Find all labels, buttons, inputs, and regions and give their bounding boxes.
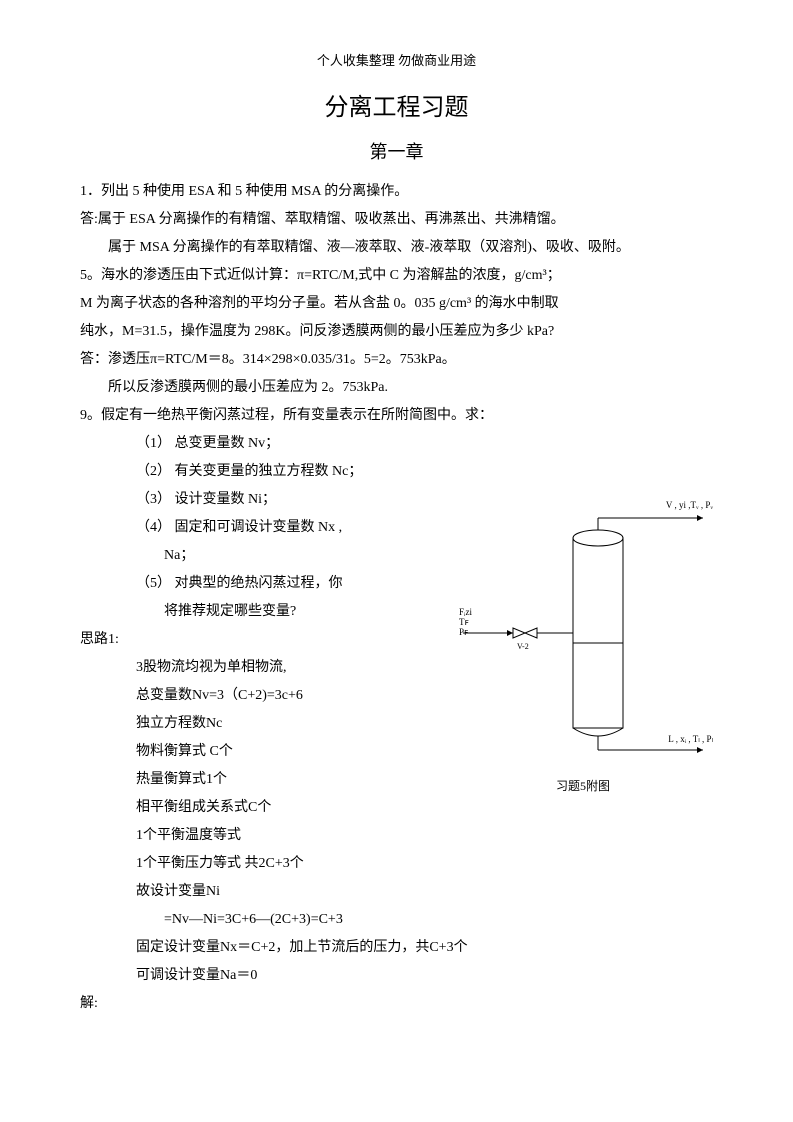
q9-item-5b: 将推荐规定哪些变量? bbox=[80, 598, 420, 626]
q9-item-3: （3） 设计变量数 Ni； bbox=[80, 486, 420, 514]
label-liquid: L , xᵢ , Tₗ , Pₗ bbox=[668, 734, 713, 745]
s1-l7: 1个平衡温度等式 bbox=[80, 822, 713, 850]
header-note: 个人收集整理 勿做商业用途 bbox=[80, 50, 713, 69]
flash-diagram: V , yi ,Tᵥ , Pᵥ L , xᵢ , Tₗ , Pₗ Fᵢzi Tꜰ… bbox=[453, 498, 713, 798]
q1-question: 1．列出 5 种使用 ESA 和 5 种使用 MSA 的分离操作。 bbox=[80, 178, 713, 206]
q5-answer-2: 所以反渗透膜两侧的最小压差应为 2。753kPa. bbox=[80, 374, 713, 402]
q9-item-4b: Na； bbox=[80, 542, 420, 570]
s1-l10: =Nv—Ni=3C+6—(2C+3)=C+3 bbox=[80, 906, 713, 934]
label-feed: Fᵢzi Tꜰ Pꜰ bbox=[459, 608, 472, 638]
label-feed-3: Pꜰ bbox=[459, 628, 472, 638]
page-title: 分离工程习题 bbox=[80, 87, 713, 122]
s1-l6: 相平衡组成关系式C个 bbox=[80, 794, 713, 822]
s1-l9: 故设计变量Ni bbox=[80, 878, 713, 906]
q9-question: 9。假定有一绝热平衡闪蒸过程，所有变量表示在所附简图中。求： bbox=[80, 402, 713, 430]
q1-answer-1: 答:属于 ESA 分离操作的有精馏、萃取精馏、吸收蒸出、再沸蒸出、共沸精馏。 bbox=[80, 206, 713, 234]
q9-item-2: （2） 有关变更量的独立方程数 Nc； bbox=[80, 458, 420, 486]
q9-item-1: （1） 总变更量数 Nv； bbox=[80, 430, 420, 458]
solution-label: 解: bbox=[80, 990, 713, 1018]
s1-l12: 可调设计变量Na＝0 bbox=[80, 962, 713, 990]
q5-line-2: M 为离子状态的各种溶剂的平均分子量。若从含盐 0。035 g/cm³ 的海水中… bbox=[80, 290, 713, 318]
label-valve: V-2 bbox=[517, 642, 529, 651]
label-vapor: V , yi ,Tᵥ , Pᵥ bbox=[666, 500, 713, 510]
chapter-title: 第一章 bbox=[80, 138, 713, 164]
q5-line-1: 5。海水的渗透压由下式近似计算：π=RTC/M,式中 C 为溶解盐的浓度，g/c… bbox=[80, 262, 713, 290]
q1-answer-2: 属于 MSA 分离操作的有萃取精馏、液—液萃取、液-液萃取（双溶剂)、吸收、吸附… bbox=[80, 234, 713, 262]
s1-l8: 1个平衡压力等式 共2C+3个 bbox=[80, 850, 713, 878]
q9-item-4: （4） 固定和可调设计变量数 Nx , bbox=[80, 514, 420, 542]
q5-answer-1: 答：渗透压π=RTC/M＝8。314×298×0.035/31。5=2。753k… bbox=[80, 346, 713, 374]
q9-item-5: （5） 对典型的绝热闪蒸过程，你 bbox=[80, 570, 420, 598]
diagram-svg bbox=[453, 498, 713, 768]
s1-l11: 固定设计变量Nx＝C+2，加上节流后的压力，共C+3个 bbox=[80, 934, 713, 962]
diagram-caption: 习题5附图 bbox=[453, 777, 713, 794]
q5-line-3: 纯水，M=31.5，操作温度为 298K。问反渗透膜两侧的最小压差应为多少 kP… bbox=[80, 318, 713, 346]
